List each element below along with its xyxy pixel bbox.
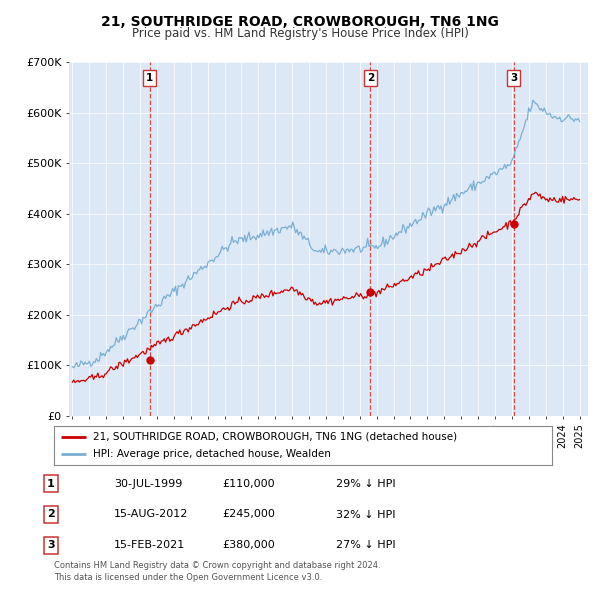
Text: Contains HM Land Registry data © Crown copyright and database right 2024.: Contains HM Land Registry data © Crown c… [54, 561, 380, 570]
Text: 29% ↓ HPI: 29% ↓ HPI [336, 479, 395, 489]
Text: Price paid vs. HM Land Registry's House Price Index (HPI): Price paid vs. HM Land Registry's House … [131, 27, 469, 40]
Text: £380,000: £380,000 [222, 540, 275, 550]
Text: £245,000: £245,000 [222, 510, 275, 519]
Text: 1: 1 [146, 73, 153, 83]
Text: 2: 2 [367, 73, 374, 83]
Text: 15-FEB-2021: 15-FEB-2021 [114, 540, 185, 550]
Text: 2: 2 [47, 510, 55, 519]
Text: 21, SOUTHRIDGE ROAD, CROWBOROUGH, TN6 1NG: 21, SOUTHRIDGE ROAD, CROWBOROUGH, TN6 1N… [101, 15, 499, 29]
Text: 3: 3 [47, 540, 55, 550]
Text: 15-AUG-2012: 15-AUG-2012 [114, 510, 188, 519]
Text: 1: 1 [47, 479, 55, 489]
Text: 32% ↓ HPI: 32% ↓ HPI [336, 510, 395, 519]
Text: HPI: Average price, detached house, Wealden: HPI: Average price, detached house, Weal… [93, 449, 331, 459]
Text: 3: 3 [511, 73, 518, 83]
Text: £110,000: £110,000 [222, 479, 275, 489]
Text: 27% ↓ HPI: 27% ↓ HPI [336, 540, 395, 550]
Text: 21, SOUTHRIDGE ROAD, CROWBOROUGH, TN6 1NG (detached house): 21, SOUTHRIDGE ROAD, CROWBOROUGH, TN6 1N… [93, 432, 457, 442]
Text: This data is licensed under the Open Government Licence v3.0.: This data is licensed under the Open Gov… [54, 573, 322, 582]
Text: 30-JUL-1999: 30-JUL-1999 [114, 479, 182, 489]
